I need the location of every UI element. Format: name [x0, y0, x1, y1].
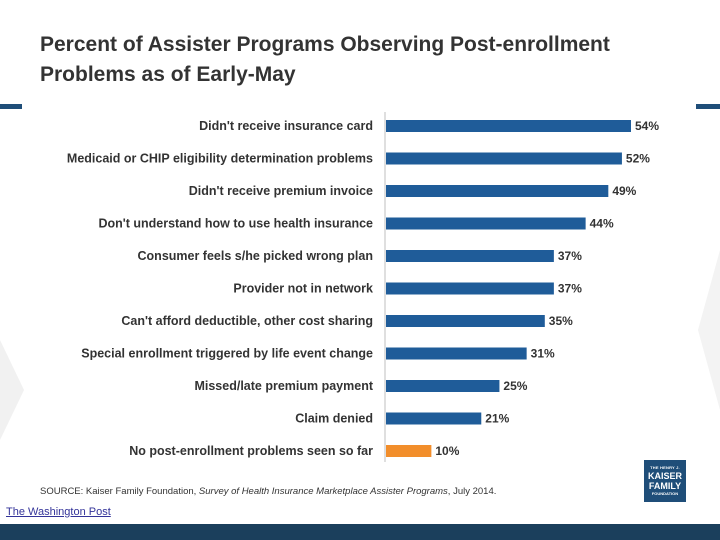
- logo-line1: THE HENRY J.: [650, 465, 680, 470]
- value-label: 54%: [635, 119, 659, 133]
- bar: [386, 412, 482, 425]
- credit-link[interactable]: The Washington Post: [6, 506, 111, 518]
- bar: [386, 282, 554, 295]
- bar: [386, 347, 527, 360]
- category-label: Missed/late premium payment: [194, 379, 373, 393]
- category-label: Don't understand how to use health insur…: [98, 217, 373, 231]
- category-label: Didn't receive insurance card: [199, 119, 373, 133]
- category-label: Claim denied: [295, 412, 373, 426]
- category-label: Medicaid or CHIP eligibility determinati…: [67, 152, 373, 166]
- bar: [386, 250, 554, 262]
- category-label: Can't afford deductible, other cost shar…: [121, 314, 373, 328]
- value-label: 25%: [503, 379, 527, 393]
- bar: [386, 185, 609, 197]
- value-label: 35%: [549, 314, 573, 328]
- bar: [386, 120, 631, 132]
- bar: [386, 315, 545, 327]
- value-label: 31%: [531, 347, 555, 361]
- value-label: 49%: [612, 184, 636, 198]
- value-label: 52%: [626, 152, 650, 166]
- value-label: 44%: [590, 217, 614, 231]
- chart-title-line1: Percent of Assister Programs Observing P…: [40, 33, 610, 56]
- bar: [386, 445, 432, 457]
- value-label: 21%: [485, 412, 509, 426]
- value-label: 37%: [558, 282, 582, 296]
- logo-line2: KAISER: [647, 471, 682, 481]
- category-label: Didn't receive premium invoice: [189, 184, 373, 198]
- logo-line3: FAMILY: [648, 481, 682, 491]
- decor-bar-left: [0, 104, 22, 109]
- bar: [386, 380, 500, 392]
- bar-chart: Didn't receive insurance card 54% Medicaid…: [67, 112, 659, 462]
- category-label: Provider not in network: [233, 282, 373, 296]
- bar: [386, 217, 586, 230]
- source-suffix: , July 2014.: [447, 486, 497, 497]
- category-label: No post-enrollment problems seen so far: [129, 444, 373, 458]
- value-label: 10%: [435, 444, 459, 458]
- decor-shape-right: [698, 250, 720, 410]
- chart-title: Percent of Assister Programs Observing P…: [40, 30, 680, 90]
- kaiser-logo: THE HENRY J. KAISER FAMILY FOUNDATION: [644, 460, 686, 502]
- source-title: Survey of Health Insurance Marketplace A…: [198, 486, 448, 497]
- category-label: Special enrollment triggered by life eve…: [81, 347, 373, 361]
- logo-line4: FOUNDATION: [651, 491, 679, 496]
- source-prefix: SOURCE: Kaiser Family Foundation,: [40, 486, 199, 497]
- value-label: 37%: [558, 249, 582, 263]
- source-note: SOURCE: Kaiser Family Foundation, Survey…: [40, 486, 640, 497]
- category-label: Consumer feels s/he picked wrong plan: [138, 249, 373, 263]
- decor-bar-right: [696, 104, 720, 109]
- chart-title-line2: Problems as of Early-May: [40, 63, 296, 86]
- footer-bar: [0, 524, 720, 540]
- bar: [386, 152, 622, 165]
- decor-shape-left: [0, 340, 24, 440]
